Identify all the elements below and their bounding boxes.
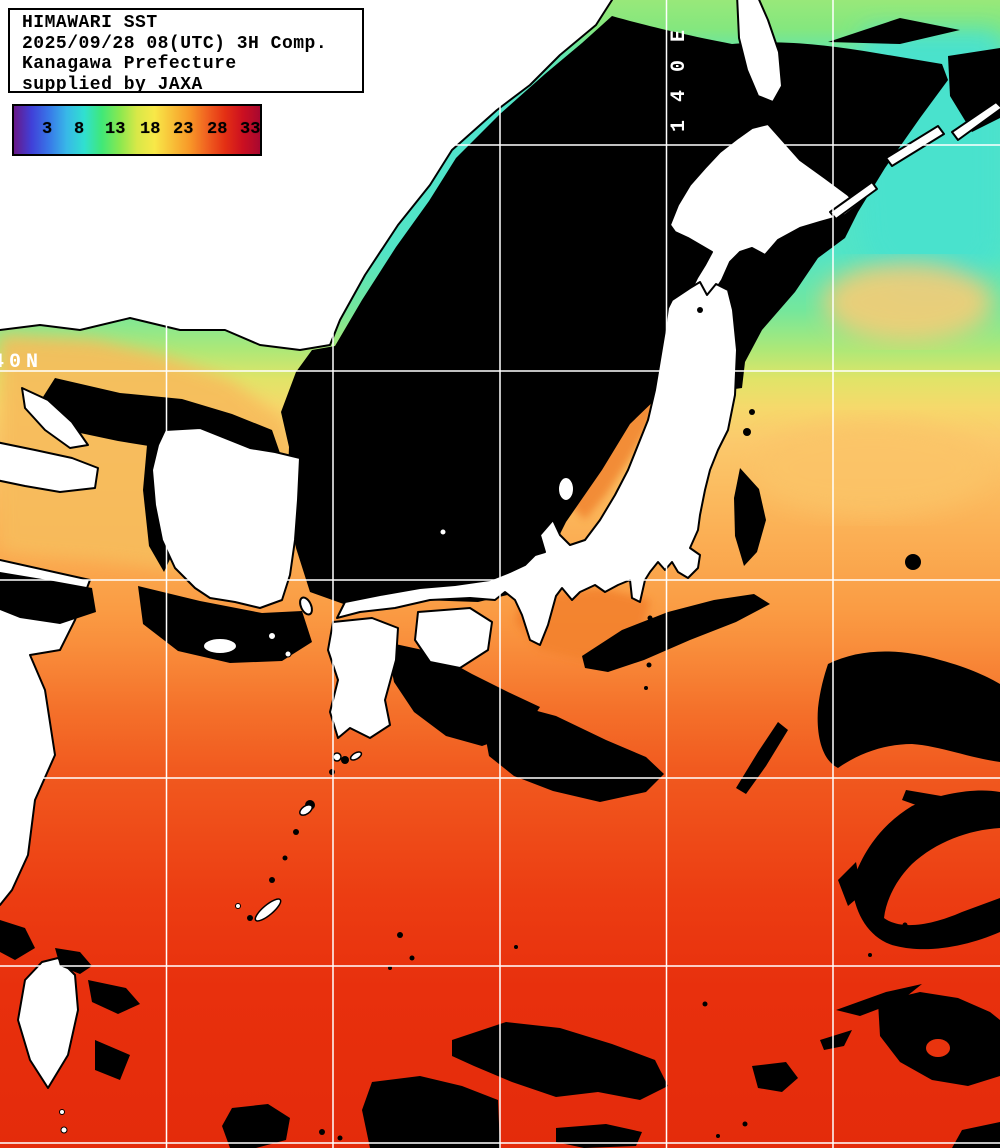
cloud-south-coast-band xyxy=(582,594,770,672)
land-shikoku xyxy=(414,607,493,669)
title-box: HIMAWARI SST 2025/09/28 08(UTC) 3H Comp.… xyxy=(8,8,364,95)
land-taiwan xyxy=(17,957,79,1089)
colorbar-tick: 28 xyxy=(207,120,228,139)
cloud-joban-offshore xyxy=(734,468,766,566)
map-credit: supplied by JAXA xyxy=(22,74,203,95)
land-honshu xyxy=(336,281,738,646)
cloud-bottom-center xyxy=(452,1022,668,1100)
colorbar-tick: 13 xyxy=(105,120,126,139)
kuroshio-tongue-patch xyxy=(754,420,990,516)
cloud-bottom-right-cluster xyxy=(878,992,1000,1086)
land-shandong-peninsula xyxy=(0,441,99,493)
temperature-colorbar: 3 8 13 18 23 28 33 xyxy=(12,104,262,156)
map-region: Kanagawa Prefecture xyxy=(22,54,237,74)
cloud-bottom-left-1 xyxy=(362,1076,500,1148)
land-kyushu xyxy=(327,617,399,739)
colorbar-tick: 23 xyxy=(173,120,194,139)
cloud-china-coast xyxy=(0,572,96,624)
cloud-hole xyxy=(926,1039,950,1057)
land-china-coast xyxy=(0,559,91,906)
land-liaodong-peninsula xyxy=(21,387,89,449)
colorbar-tick: 18 xyxy=(140,120,161,139)
small-islands-layer xyxy=(0,307,950,1134)
land-tanegashima xyxy=(349,751,363,761)
longitude-label: 140E xyxy=(668,11,691,132)
cloud-bottom-right-corner xyxy=(952,1122,1000,1148)
cloud-south-of-korea xyxy=(138,586,312,663)
cloud-east-swirl xyxy=(852,790,1000,950)
cloud-taiwan-north xyxy=(55,948,92,974)
land-yakushima xyxy=(332,752,342,762)
cloud-bottom-left-2 xyxy=(222,1104,290,1148)
land-kuril-3 xyxy=(829,181,878,220)
land-amami xyxy=(299,804,313,816)
latitude-label: 40N xyxy=(0,351,44,374)
cloud-streak-top-right xyxy=(828,18,960,44)
land-okinawa xyxy=(254,898,282,922)
colorbar-tick: 8 xyxy=(74,120,85,139)
cloud-hyuga-nada-2 xyxy=(484,702,664,802)
cloud-east-swirl-arm xyxy=(902,790,1000,818)
warm-eddy-patch xyxy=(823,262,993,342)
land-kuril-2 xyxy=(951,101,1000,141)
colorbar-tick: 3 xyxy=(42,120,53,139)
map-datetime: 2025/09/28 08(UTC) 3H Comp. xyxy=(22,33,328,54)
land-jeju xyxy=(202,637,238,655)
cloud-east-mass-1 xyxy=(817,651,1000,768)
cloud-diagonal-streak xyxy=(736,722,788,794)
land-tsushima xyxy=(299,596,313,616)
cloud-bottom-mid xyxy=(556,1124,642,1148)
land-korea xyxy=(151,427,301,609)
land-oki xyxy=(439,528,447,536)
mutsu-bay-speck xyxy=(697,307,703,313)
colorbar-gradient xyxy=(14,106,260,154)
land-sakhalin xyxy=(736,0,783,103)
map-title: HIMAWARI SST xyxy=(22,13,158,33)
land-sado xyxy=(557,476,575,502)
colorbar-tick: 33 xyxy=(240,120,261,139)
land-kuril-1 xyxy=(885,125,945,167)
